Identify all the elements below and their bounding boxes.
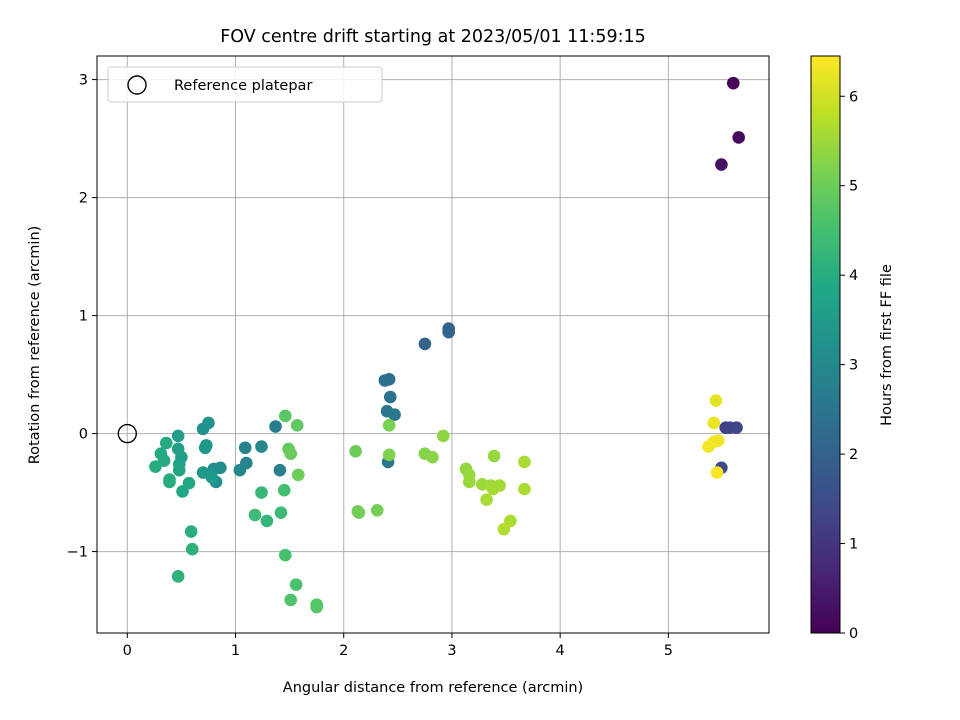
data-point [710,466,724,479]
data-point [707,416,721,430]
data-point [486,482,500,496]
colorbar: 0 1 2 3 4 5 6 Hours from first FF file [810,55,895,642]
data-point [388,408,401,422]
data-point [289,578,303,591]
chart-title: FOV centre drift starting at 2023/05/01 … [220,27,646,47]
colorbar-label: Hours from first FF file [879,264,895,426]
data-point [518,482,531,496]
data-point [260,514,274,528]
y-tick-label: −1 [67,545,88,561]
data-point [149,460,162,473]
colorbar-tick-label: 6 [849,89,858,105]
data-point [238,441,252,455]
data-point [273,463,287,477]
data-point [290,419,304,432]
plot-frame [96,55,770,634]
data-point [274,506,288,519]
legend: Reference platepar [107,66,383,103]
data-point [255,486,268,499]
data-point [184,525,198,538]
colorbar-tick-label: 5 [849,179,858,195]
x-tick-label: 0 [123,643,132,659]
data-point [198,441,212,455]
data-point [732,131,746,144]
data-point [426,450,439,464]
data-point [418,337,432,351]
colorbar-ticks: 0 1 2 3 4 5 6 [840,89,858,642]
legend-marker-icon [127,75,147,95]
data-point [284,593,298,607]
colorbar-tick-label: 4 [849,268,858,284]
data-point [278,409,292,423]
colorbar-tick-label: 0 [849,626,858,642]
data-point [171,429,185,443]
data-point [269,420,282,433]
colorbar-tick-label: 3 [849,358,858,374]
y-axis-ticks: −1 0 1 2 3 [67,73,97,561]
data-point [310,600,323,614]
data-point [726,76,740,90]
data-point [715,158,728,171]
colorbar-gradient [810,55,841,634]
data-point [278,548,292,562]
data-point [382,419,396,432]
data-point [214,461,227,475]
y-tick-label: 3 [79,73,88,89]
data-point [185,542,199,556]
data-point [436,429,450,443]
x-tick-label: 2 [339,643,348,659]
data-point [255,440,268,453]
data-point [709,394,723,407]
x-tick-label: 3 [447,643,456,659]
data-point [233,463,247,477]
colorbar-tick-label: 2 [849,447,858,463]
legend-label: Reference platepar [174,78,312,94]
y-tick-label: 2 [79,191,88,207]
data-point [382,373,396,386]
data-point [487,449,501,463]
x-tick-label: 1 [231,643,240,659]
data-point [518,455,531,469]
data-point [702,440,715,453]
data-point [248,508,262,522]
data-point [480,493,493,506]
y-tick-label: 1 [79,309,88,325]
legend-box [107,66,383,103]
x-axis-label: Angular distance from reference (arcmin) [283,680,583,696]
data-point [291,468,305,482]
data-point [349,444,362,458]
y-axis-label: Rotation from reference (arcmin) [27,226,43,465]
data-point [284,447,298,460]
data-point [159,436,173,450]
data-point [163,475,176,489]
data-point [182,476,196,490]
data-point [352,506,366,519]
data-point [205,470,219,484]
data-point [277,483,291,497]
colorbar-tick-label: 1 [849,537,858,553]
y-tick-label: 0 [79,427,88,443]
data-point [370,503,384,517]
data-point [172,463,186,477]
data-point [730,421,743,434]
x-tick-label: 4 [556,643,565,659]
data-points [149,76,746,614]
data-point [497,522,511,536]
data-point [462,475,476,489]
x-axis-ticks: 0 1 2 3 4 5 [123,633,673,659]
data-point [202,416,215,430]
data-point [383,390,397,404]
x-tick-label: 5 [664,643,673,659]
data-point [382,448,396,462]
reference-point [117,423,137,444]
data-point [171,570,185,583]
data-point [442,325,455,339]
